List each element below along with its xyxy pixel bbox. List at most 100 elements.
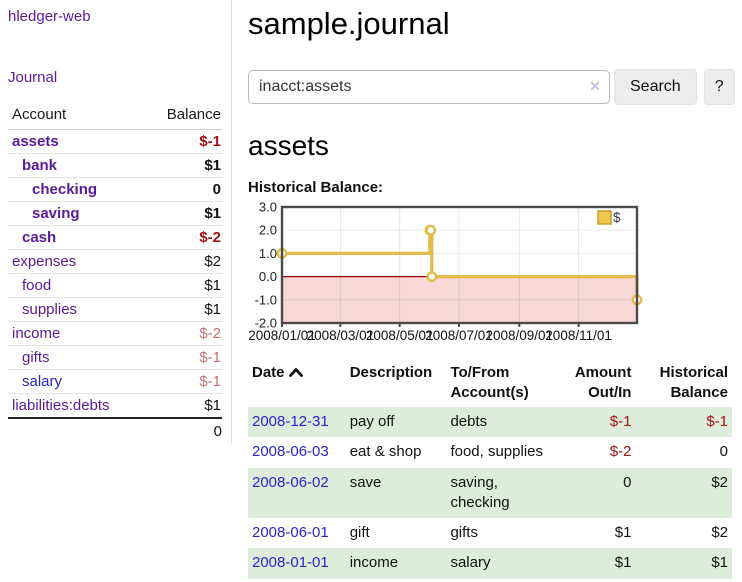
sidebar-account-link-assets[interactable]: assets — [12, 133, 59, 150]
register-col-date[interactable]: Date — [248, 361, 346, 408]
transaction-date-link[interactable]: 2008-01-01 — [252, 554, 329, 572]
register-col-label: Amount Out/In — [574, 363, 632, 401]
y-tick-label: 1.0 — [259, 246, 277, 261]
account-balance: $-1 — [199, 133, 221, 150]
sidebar: hledger-web Journal Account Balance asse… — [0, 0, 232, 443]
account-balance: $1 — [143, 201, 222, 226]
transaction-accounts: saving, checking — [450, 473, 510, 511]
transaction-amount: $-1 — [609, 413, 632, 431]
help-button[interactable]: ? — [703, 68, 735, 105]
register-col-label: Historical Balance — [659, 363, 728, 401]
account-balance: $-1 — [143, 369, 222, 394]
account-row: gifts $-1 — [8, 345, 222, 370]
transaction-date-link[interactable]: 2008-06-02 — [252, 473, 329, 491]
accounts-total-row: 0 — [8, 417, 222, 443]
accounts-total-value: 0 — [143, 417, 222, 443]
legend-swatch — [597, 209, 612, 225]
register-col-description: Description — [346, 361, 447, 408]
transaction-balance: $2 — [711, 473, 728, 491]
account-balance: 0 — [143, 177, 222, 202]
negative-region — [282, 276, 637, 323]
account-row: expenses $2 — [8, 249, 222, 274]
sidebar-account-link-income[interactable]: income — [12, 325, 61, 342]
register-row: 2008-12-31 pay off debts $-1 $-1 — [248, 407, 732, 438]
transaction-amount: 0 — [623, 473, 632, 491]
transaction-date-link[interactable]: 2008-06-03 — [252, 443, 329, 461]
transaction-accounts: debts — [450, 413, 488, 431]
sidebar-account-link-cash[interactable]: cash — [22, 229, 57, 246]
x-tick-label: 2008/03/01 — [307, 328, 375, 343]
brand-link[interactable]: hledger-web — [8, 8, 91, 25]
clear-search-icon[interactable]: ✕ — [589, 77, 601, 94]
accounts-col-balance: Balance — [143, 103, 222, 130]
sort-ascending-icon — [288, 367, 303, 377]
chart-title: Historical Balance: — [248, 178, 384, 196]
search-input[interactable] — [248, 69, 610, 104]
transaction-balance: $1 — [711, 554, 728, 572]
transaction-date-link[interactable]: 2008-12-31 — [252, 413, 329, 431]
account-balance: $1 — [143, 297, 222, 322]
y-tick-label: 0.0 — [259, 269, 277, 284]
account-row: supplies $1 — [8, 297, 222, 322]
account-row: salary $-1 — [8, 369, 222, 394]
transaction-amount: $-2 — [609, 443, 632, 461]
account-balance: $-1 — [143, 345, 222, 370]
sidebar-account-link-salary[interactable]: salary — [22, 373, 63, 390]
sidebar-account-link-supplies[interactable]: supplies — [22, 301, 78, 318]
register-table: Date Description To/From Account(s) Amount … — [248, 361, 732, 579]
account-row: cash $-2 — [8, 225, 222, 250]
register-col-label: Date — [252, 363, 285, 381]
legend-label: $ — [613, 210, 621, 225]
y-tick-label: -2.0 — [255, 315, 277, 330]
search-button[interactable]: Search — [614, 68, 697, 105]
transaction-description: save — [349, 473, 382, 491]
accounts-col-account: Account — [8, 103, 144, 130]
x-tick-label: 2008/01/01 — [248, 328, 316, 343]
transaction-date-link[interactable]: 2008-06-01 — [252, 524, 329, 542]
transaction-accounts: food, supplies — [450, 443, 544, 461]
account-row: food $1 — [8, 273, 222, 298]
y-tick-label: -1.0 — [255, 292, 277, 307]
search-bar: ✕ Search ? — [248, 68, 735, 105]
historical-balance-chart: 3.0 2.0 1.0 0.0 -1.0 -2.02008/01/012008/03/01… — [248, 201, 643, 343]
accounts-table: Account Balance assets $-1 bank $1 checking 0… — [8, 103, 222, 443]
account-row: liabilities:debts $1 — [8, 393, 222, 418]
sidebar-account-link-gifts[interactable]: gifts — [22, 349, 50, 366]
transaction-balance: 0 — [719, 443, 728, 461]
data-point — [425, 224, 437, 236]
data-point — [426, 270, 438, 282]
transaction-description: gift — [349, 524, 370, 542]
x-tick-label: 2008/11/01 — [545, 328, 612, 343]
sidebar-account-link-bank[interactable]: bank — [22, 157, 58, 174]
account-heading: assets — [248, 129, 329, 161]
account-row: income $-2 — [8, 321, 222, 346]
register-col-label: To/From Account(s) — [450, 363, 529, 401]
x-tick-label: 2008/07/01 — [425, 328, 493, 343]
account-balance: $-2 — [143, 225, 222, 250]
register-row: 2008-01-01 income salary $1 $1 — [248, 548, 732, 579]
account-balance: $1 — [143, 153, 222, 178]
sidebar-account-link-saving[interactable]: saving — [32, 205, 80, 222]
main-content: sample.journal ✕ Search ? assets Histori… — [232, 0, 735, 579]
x-tick-label: 2008/05/01 — [366, 328, 434, 343]
account-balance: $1 — [143, 273, 222, 298]
account-balance: $1 — [143, 393, 222, 418]
sidebar-account-link-checking[interactable]: checking — [32, 181, 98, 198]
transaction-balance: $2 — [711, 524, 728, 542]
account-row: checking 0 — [8, 177, 222, 202]
sidebar-item-journal[interactable]: Journal — [8, 69, 58, 86]
sidebar-account-link-expenses[interactable]: expenses — [12, 253, 77, 270]
register-row: 2008-06-01 gift gifts $1 $2 — [248, 518, 732, 548]
account-balance: $2 — [143, 249, 222, 274]
sidebar-account-link-liabilities-debts[interactable]: liabilities:debts — [12, 397, 110, 414]
register-col-historical-balance: Historical Balance — [635, 361, 732, 408]
transaction-amount: $1 — [614, 554, 632, 572]
transaction-description: pay off — [349, 413, 395, 431]
register-col-label: Description — [349, 363, 433, 381]
register-row: 2008-06-03 eat & shop food, supplies $-2 0 — [248, 437, 732, 467]
transaction-balance: $-1 — [706, 413, 728, 431]
register-col-to-from-account-s-: To/From Account(s) — [446, 361, 553, 408]
sidebar-account-link-food[interactable]: food — [22, 277, 52, 294]
register-col-amount-out-in: Amount Out/In — [554, 361, 636, 408]
